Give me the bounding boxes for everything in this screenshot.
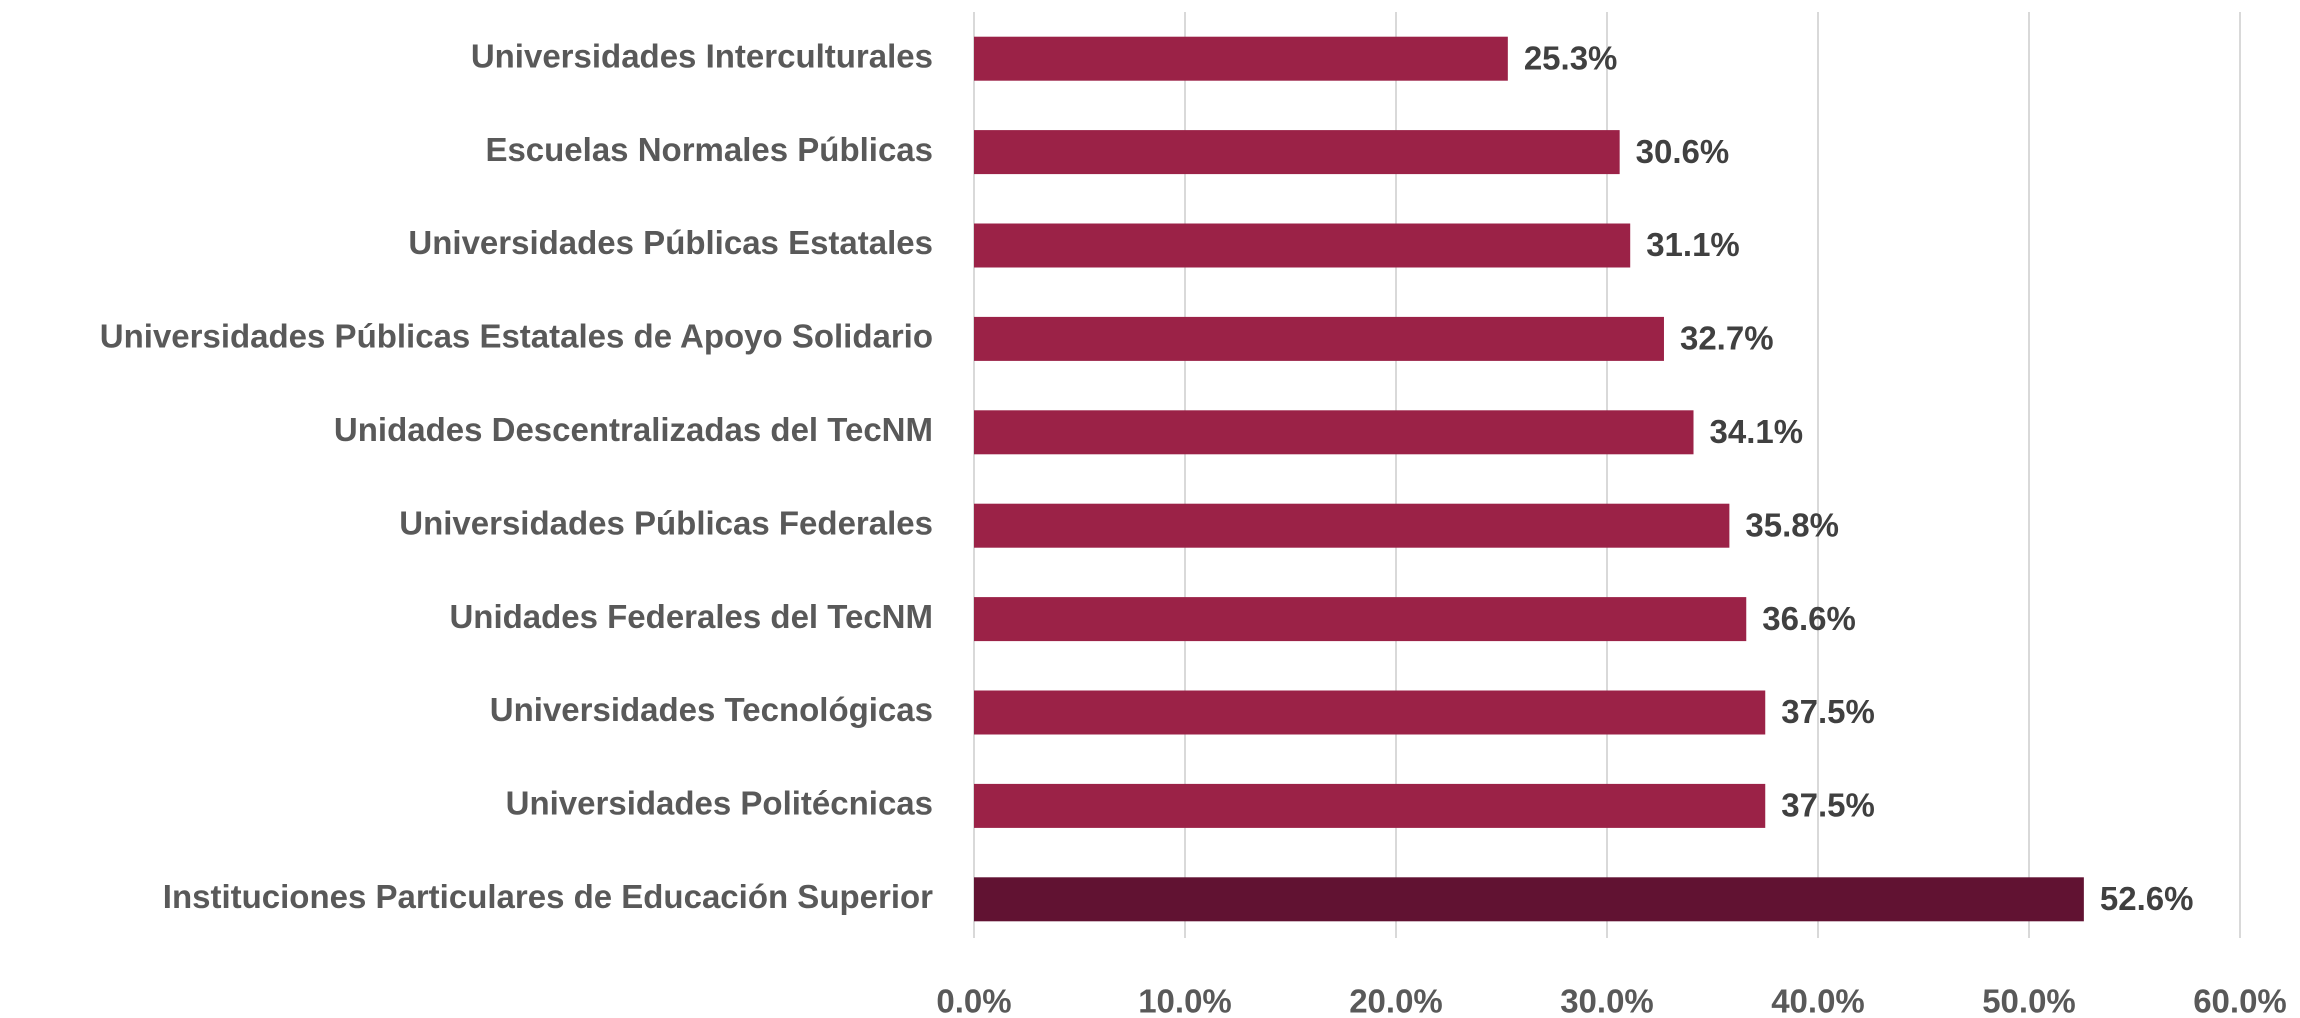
bar bbox=[974, 223, 1631, 268]
x-tick-label: 0.0% bbox=[936, 983, 1011, 1018]
category-label: Universidades Públicas Federales bbox=[399, 504, 933, 541]
data-label: 35.8% bbox=[1745, 506, 1839, 543]
data-label: 31.1% bbox=[1646, 226, 1740, 263]
data-label: 37.5% bbox=[1781, 693, 1875, 730]
x-tick-label: 40.0% bbox=[1771, 983, 1865, 1018]
data-label: 52.6% bbox=[2100, 880, 2194, 917]
bar bbox=[974, 410, 1694, 455]
bar bbox=[974, 130, 1620, 175]
bar bbox=[974, 783, 1766, 828]
bar bbox=[974, 690, 1766, 735]
data-label: 32.7% bbox=[1680, 320, 1774, 357]
data-label: 37.5% bbox=[1781, 787, 1875, 824]
data-label: 30.6% bbox=[1636, 133, 1730, 170]
x-tick-label: 30.0% bbox=[1560, 983, 1654, 1018]
category-label: Universidades Interculturales bbox=[471, 37, 933, 74]
data-label: 34.1% bbox=[1710, 413, 1804, 450]
category-label: Instituciones Particulares de Educación … bbox=[163, 878, 933, 915]
data-label: 36.6% bbox=[1762, 600, 1856, 637]
category-label: Escuelas Normales Públicas bbox=[485, 131, 933, 168]
category-label: Unidades Descentralizadas del TecNM bbox=[334, 411, 933, 448]
category-label: Universidades Politécnicas bbox=[506, 785, 933, 822]
bar bbox=[974, 597, 1747, 642]
x-tick-label: 20.0% bbox=[1349, 983, 1443, 1018]
bar bbox=[974, 36, 1508, 81]
x-tick-label: 50.0% bbox=[1982, 983, 2076, 1018]
category-label: Unidades Federales del TecNM bbox=[449, 598, 933, 635]
category-label: Universidades Públicas Estatales bbox=[408, 224, 933, 261]
bar bbox=[974, 503, 1730, 548]
data-label: 25.3% bbox=[1524, 39, 1618, 76]
x-tick-label: 10.0% bbox=[1138, 983, 1232, 1018]
category-label: Universidades Públicas Estatales de Apoy… bbox=[100, 318, 933, 355]
category-label: Universidades Tecnológicas bbox=[490, 691, 933, 728]
bar bbox=[974, 877, 2084, 922]
x-tick-label: 60.0% bbox=[2193, 983, 2287, 1018]
bar bbox=[974, 316, 1664, 361]
